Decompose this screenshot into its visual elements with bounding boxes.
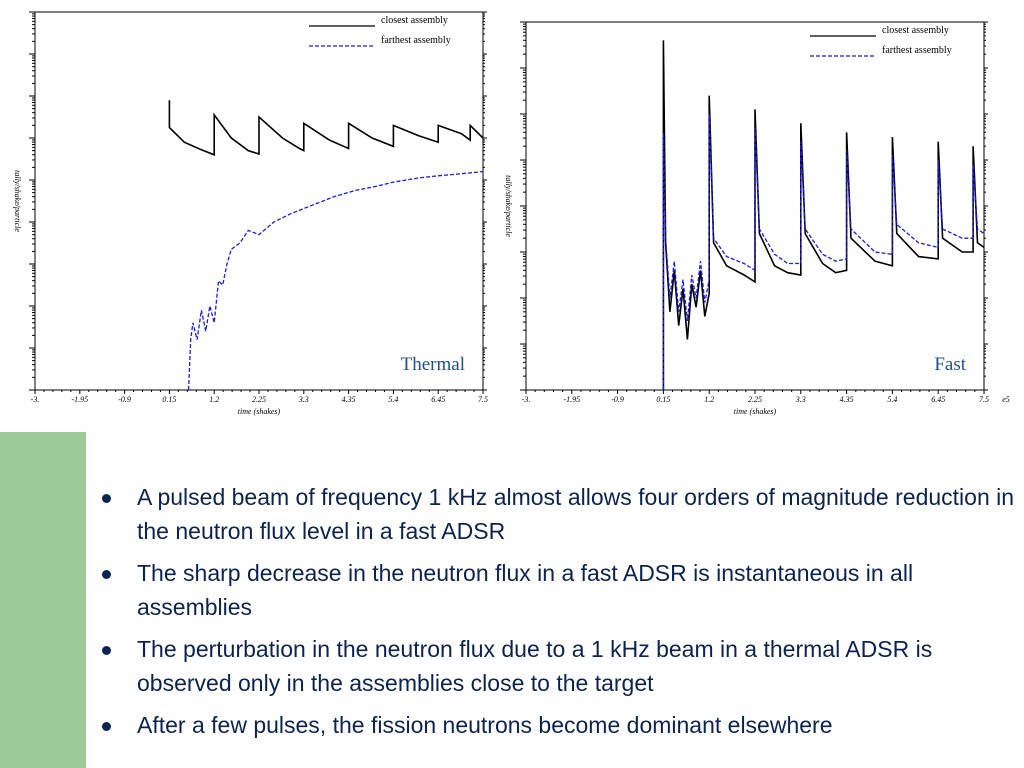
chart-title: Fast (934, 354, 966, 375)
bullet-item: After a few pulses, the fission neutrons… (100, 708, 1015, 742)
x-multiplier-label: e5 (1002, 395, 1010, 404)
x-tick-label: -0.9 (611, 395, 624, 404)
green-sidebar-strip (0, 432, 86, 768)
bullet-text: The sharp decrease in the neutron flux i… (137, 560, 914, 620)
x-tick-label: 0.15 (162, 395, 176, 404)
series-line-closest (662, 40, 985, 390)
x-tick-label: -3. (522, 395, 531, 404)
x-tick-label: 7.5 (478, 395, 488, 404)
x-tick-label: -1.95 (71, 395, 88, 404)
bullet-text: A pulsed beam of frequency 1 kHz almost … (137, 484, 1015, 544)
bullet-item: The sharp decrease in the neutron flux i… (100, 556, 1015, 624)
bullet-text: The perturbation in the neutron flux due… (137, 636, 933, 696)
x-axis-label: time (shakes) (238, 407, 281, 416)
series-line-closest (168, 100, 484, 156)
x-axis-label: time (shakes) (734, 407, 777, 416)
x-tick-label: -0.9 (118, 395, 131, 404)
x-tick-label: 3.3 (795, 395, 806, 404)
x-tick-label: 2.25 (748, 395, 762, 404)
legend-label-closest: closest assembly (381, 15, 448, 26)
x-tick-label: 5.4 (388, 395, 398, 404)
chart-title: Thermal (401, 354, 465, 375)
plot-frame (34, 11, 484, 391)
bullet-item: The perturbation in the neutron flux due… (100, 632, 1015, 700)
bullet-text: After a few pulses, the fission neutrons… (137, 712, 833, 738)
bullet-dot (102, 570, 111, 579)
x-tick-label: 0.15 (656, 395, 670, 404)
x-tick-label: 6.45 (931, 395, 945, 404)
y-axis-label: tally/shake/particle (13, 170, 22, 232)
legend-label-farthest: farthest assembly (381, 35, 451, 46)
x-tick-label: 5.4 (887, 395, 897, 404)
x-tick-label: -3. (31, 395, 40, 404)
bullet-dot (102, 494, 111, 503)
x-tick-label: 1.2 (704, 395, 714, 404)
x-tick-label: 2.25 (252, 395, 266, 404)
fast-flux-chart: -3. -1.95 -0.9 0.15 1.2 2.25 3.3 4.35 5.4 6.45 7.5… (504, 21, 1010, 416)
x-tick-label: -1.95 (563, 395, 580, 404)
legend-label-farthest: farthest assembly (882, 45, 952, 56)
bullet-dot (102, 646, 111, 655)
series-line-farthest (187, 170, 484, 391)
x-tick-label: 7.5 (979, 395, 989, 404)
bullet-list: A pulsed beam of frequency 1 kHz almost … (100, 480, 1015, 750)
bullet-dot (102, 722, 111, 731)
y-axis-label: tally/shake/particle (504, 175, 513, 237)
legend-label-closest: closest assembly (882, 25, 949, 36)
thermal-flux-chart: -3. -1.95 -0.9 0.15 1.2 2.25 3.3 4.35 5.4 6.45 7.5… (13, 11, 488, 416)
x-tick-label: 3.3 (298, 395, 309, 404)
bullet-item: A pulsed beam of frequency 1 kHz almost … (100, 480, 1015, 548)
series-line-farthest (662, 113, 985, 390)
x-tick-label: 1.2 (209, 395, 219, 404)
x-tick-label: 4.35 (840, 395, 854, 404)
x-tick-label: 6.45 (431, 395, 445, 404)
x-tick-label: 4.35 (342, 395, 356, 404)
